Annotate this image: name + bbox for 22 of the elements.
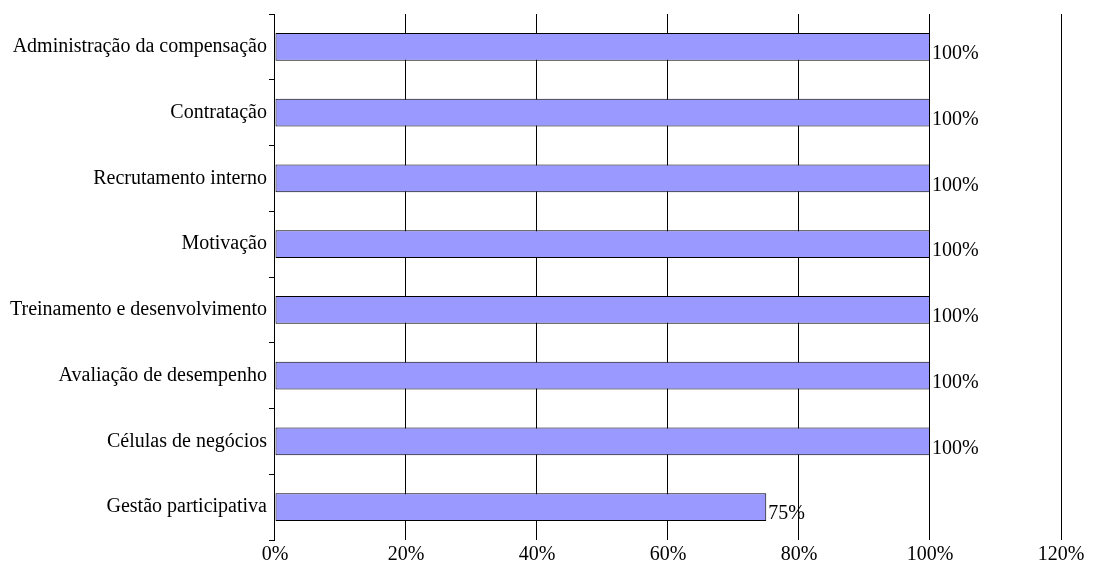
- y-tick-label: Avaliação de desempenho: [58, 362, 267, 386]
- data-label: 100%: [932, 106, 979, 129]
- y-tick-label: Gestão participativa: [106, 494, 268, 518]
- y-tick-label: Motivação: [181, 231, 267, 255]
- x-tick-label: 80%: [780, 542, 818, 565]
- data-label: 100%: [932, 172, 979, 195]
- y-tick-label: Recrutamento interno: [93, 165, 267, 188]
- x-tick-label: 100%: [906, 542, 954, 565]
- data-label: 100%: [932, 41, 979, 64]
- y-tick-label: Administração da compensação: [12, 34, 267, 58]
- data-label: 100%: [932, 369, 979, 392]
- data-label: 100%: [932, 238, 979, 261]
- x-tick-label: 20%: [387, 542, 425, 565]
- y-tick-label: Contratação: [170, 99, 267, 123]
- x-tick-label: 60%: [649, 542, 687, 565]
- y-tick-label: Células de negócios: [107, 428, 268, 452]
- x-tick-label: 40%: [518, 542, 556, 565]
- x-tick-label: 120%: [1037, 542, 1085, 565]
- data-label: 100%: [932, 435, 979, 458]
- x-tick-label: 0%: [261, 542, 289, 565]
- data-label: 100%: [932, 304, 979, 327]
- y-tick-label: Treinamento e desenvolvimento: [9, 297, 267, 320]
